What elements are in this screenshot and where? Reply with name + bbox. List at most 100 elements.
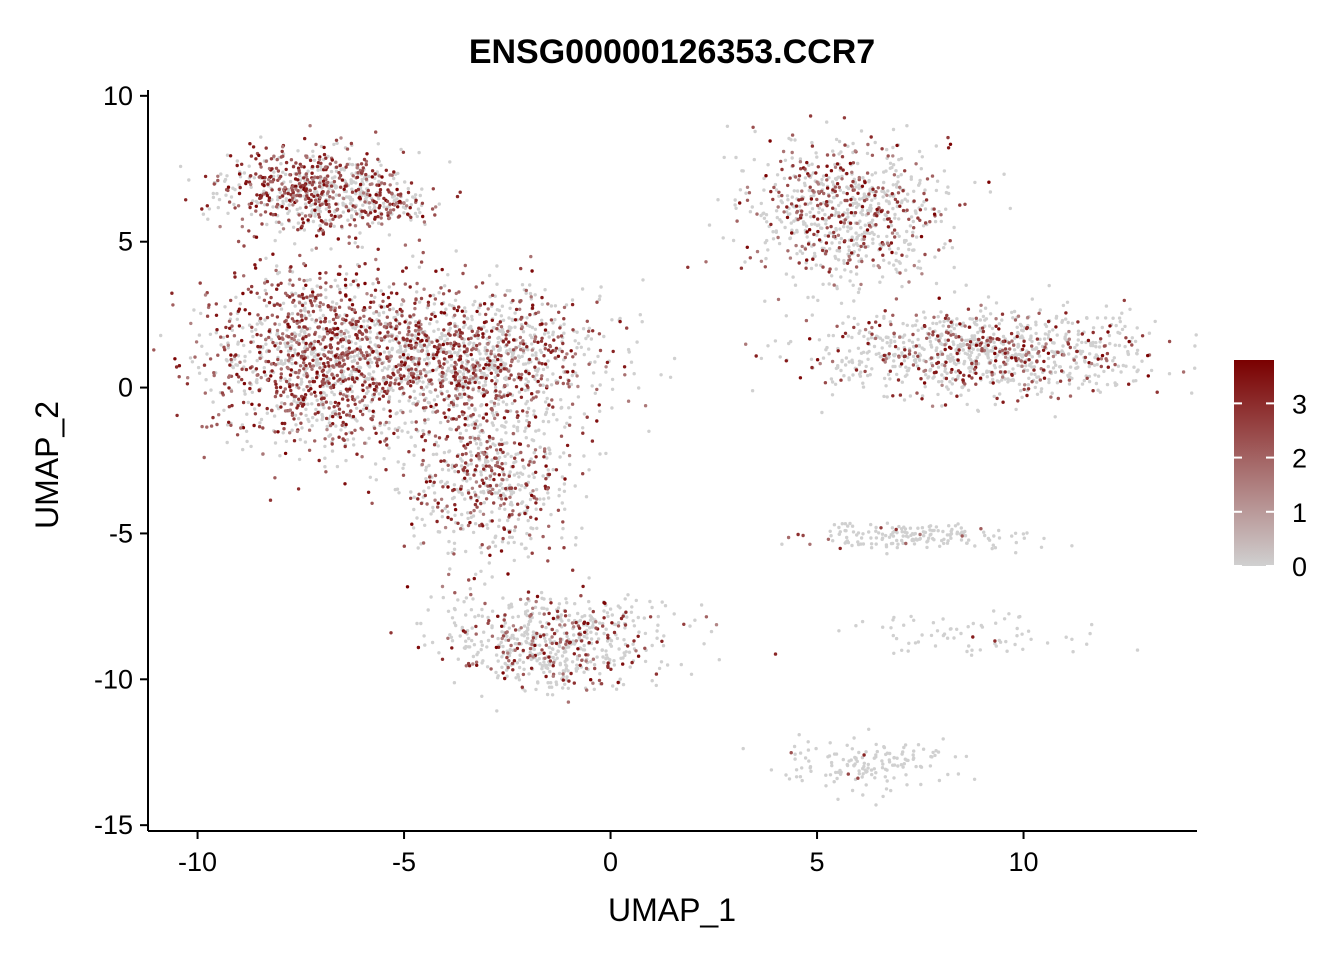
cell-point [296, 375, 300, 379]
cell-point [375, 277, 379, 281]
cell-point [889, 541, 894, 546]
cell-point [437, 291, 441, 295]
cell-point [289, 402, 294, 406]
cell-point [208, 332, 213, 336]
cell-point [259, 417, 264, 422]
cell-point [983, 306, 988, 310]
cell-point [286, 315, 290, 319]
cell-point [331, 437, 335, 441]
cell-point [283, 409, 288, 413]
cell-point [937, 778, 942, 783]
cell-point [662, 634, 666, 638]
cell-point [604, 370, 608, 374]
cell-point [785, 194, 790, 198]
cell-point [693, 618, 697, 622]
cell-point [882, 745, 886, 749]
cell-point [525, 531, 529, 536]
cell-point [279, 162, 283, 166]
cell-point [744, 191, 748, 195]
cell-point [1117, 343, 1122, 348]
cell-point [178, 164, 183, 169]
cell-point [582, 454, 586, 458]
cell-point [309, 198, 313, 203]
cell-point [1019, 389, 1023, 393]
cell-point [340, 373, 345, 377]
cell-point [386, 213, 390, 218]
cell-point [828, 741, 832, 745]
cell-point [582, 412, 587, 416]
cell-point [1021, 532, 1026, 536]
cell-point [1130, 336, 1135, 340]
cell-point [388, 339, 392, 343]
cell-point [221, 335, 226, 340]
cell-point [493, 385, 498, 389]
cell-point [485, 366, 489, 370]
cell-point [304, 205, 308, 209]
cell-point [197, 333, 202, 337]
cell-point [409, 203, 413, 207]
cell-point [216, 178, 220, 183]
cell-point [512, 540, 516, 545]
cell-point [846, 225, 850, 229]
cell-point [443, 284, 447, 288]
cell-point [362, 157, 367, 162]
cell-point [487, 561, 491, 565]
cell-point [478, 423, 483, 427]
cell-point [296, 149, 300, 153]
cell-point [517, 419, 521, 424]
cell-point [288, 198, 292, 202]
cell-point [275, 287, 279, 291]
cell-point [795, 252, 799, 256]
cell-point [948, 359, 952, 363]
cell-point [272, 170, 276, 174]
cell-point [283, 451, 288, 456]
cell-point [1029, 334, 1033, 338]
cell-point [497, 518, 502, 522]
cell-point [995, 379, 1000, 383]
cell-point [509, 326, 513, 330]
cell-point [273, 322, 277, 326]
cell-point [348, 387, 352, 391]
cell-point [329, 308, 333, 312]
cell-point [479, 403, 484, 407]
cell-point [809, 201, 813, 205]
cell-point [605, 639, 610, 643]
cell-point [442, 347, 446, 352]
cell-point [409, 215, 413, 219]
cell-point [766, 163, 770, 167]
cell-point [453, 298, 458, 302]
cell-point [258, 162, 262, 166]
cell-point [734, 206, 738, 210]
cell-point [672, 356, 677, 361]
cell-point [207, 303, 211, 307]
cell-point [604, 653, 609, 657]
cell-point [841, 757, 845, 762]
cell-point [305, 385, 309, 389]
cell-point [500, 304, 505, 308]
cell-point [1047, 330, 1052, 334]
cell-point [921, 747, 926, 751]
cell-point [364, 391, 369, 396]
cell-point [500, 486, 505, 490]
cell-point [211, 191, 215, 196]
cell-point [453, 607, 457, 612]
cell-point [861, 793, 865, 797]
cell-point [1030, 347, 1035, 351]
cell-point [931, 750, 935, 755]
cell-point [404, 266, 408, 270]
cell-point [240, 377, 244, 382]
cell-point [1078, 349, 1082, 353]
cell-point [961, 342, 966, 346]
cell-point [560, 536, 564, 540]
cell-point [415, 621, 419, 626]
cell-point [297, 397, 301, 401]
cell-point [383, 321, 388, 326]
cell-point [318, 384, 322, 389]
cell-point [322, 396, 326, 400]
cell-point [1116, 330, 1120, 335]
cell-point [643, 659, 648, 664]
cell-point [364, 162, 368, 167]
cell-point [311, 149, 315, 153]
cell-point [553, 317, 557, 322]
cell-point [383, 335, 387, 339]
